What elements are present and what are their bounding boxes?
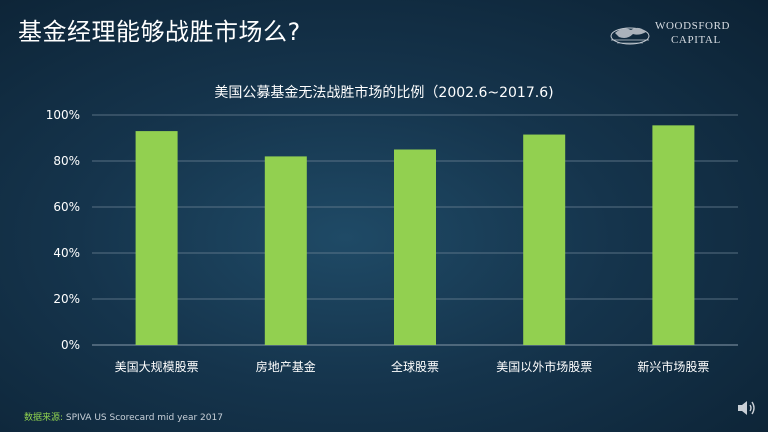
y-tick-label: 40% (53, 246, 80, 260)
y-tick-label: 60% (53, 200, 80, 214)
globe-icon (610, 27, 650, 45)
data-source-label: 数据来源: (24, 413, 64, 423)
x-tick-label: 房地产基金 (256, 359, 316, 374)
speaker-icon[interactable] (736, 398, 758, 418)
company-logo: WOODSFORD CAPITAL (609, 20, 754, 50)
y-tick-label: 80% (53, 154, 80, 168)
logo-text-capital: CAPITAL (671, 34, 721, 46)
x-tick-label: 美国以外市场股票 (496, 359, 592, 374)
y-tick-label: 100% (46, 108, 80, 122)
x-tick-label: 新兴市场股票 (637, 359, 709, 374)
bar (523, 134, 566, 345)
bar (135, 131, 178, 345)
slide-title: 基金经理能够战胜市场么? (18, 18, 301, 46)
logo-text-woodsford: WOODSFORD (655, 20, 731, 32)
bar (264, 156, 307, 345)
y-tick-label: 20% (53, 292, 80, 306)
y-tick-label: 0% (61, 338, 80, 352)
data-source-note: 数据来源: SPIVA US Scorecard mid year 2017 (24, 410, 223, 423)
x-tick-label: 全球股票 (391, 359, 439, 374)
bar (394, 149, 436, 345)
chart-title: 美国公募基金无法战胜市场的比例（2002.6~2017.6) (214, 85, 554, 101)
bar (652, 125, 695, 345)
data-source-text: SPIVA US Scorecard mid year 2017 (65, 413, 223, 423)
x-tick-label: 美国大规模股票 (115, 359, 199, 374)
